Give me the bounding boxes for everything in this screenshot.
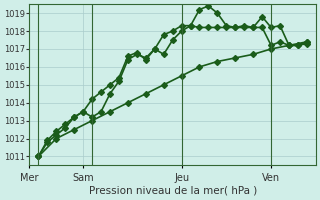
X-axis label: Pression niveau de la mer( hPa ): Pression niveau de la mer( hPa )	[89, 186, 257, 196]
